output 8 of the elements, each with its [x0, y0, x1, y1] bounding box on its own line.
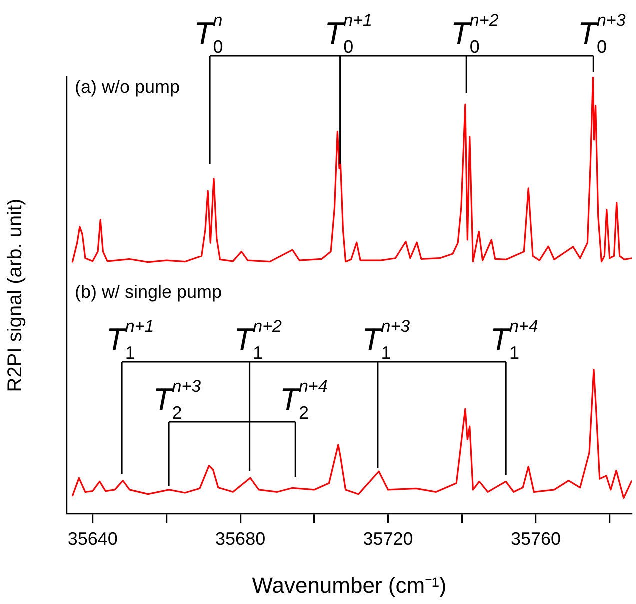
x-tick-label: 35720 [363, 528, 414, 549]
x-tick-label: 35760 [510, 528, 562, 549]
x-tick-label: 35640 [68, 528, 118, 549]
y-axis-title: R2PI signal (arb. unit) [4, 198, 27, 392]
x-axis-title: Wavenumber (cm⁻¹) [252, 572, 447, 598]
annotation: (a) w/o pump [75, 77, 180, 97]
x-tick-label: 35680 [216, 528, 266, 549]
annotation: (b) w/ single pump [75, 282, 222, 302]
